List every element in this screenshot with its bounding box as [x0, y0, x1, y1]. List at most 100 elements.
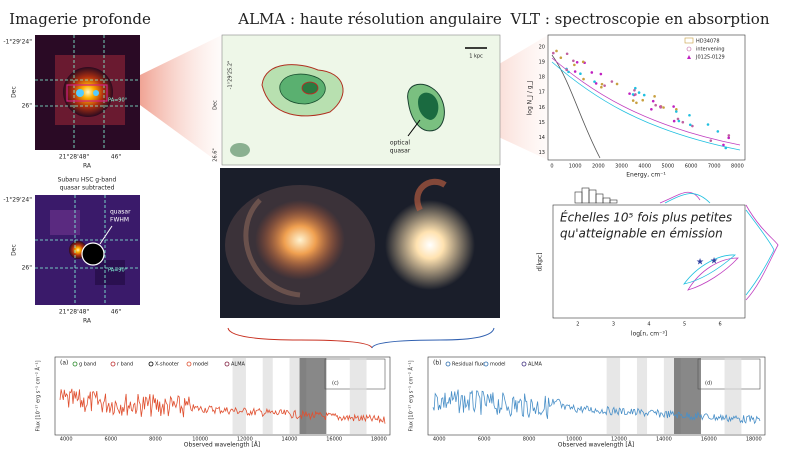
annotation: optical [390, 140, 410, 147]
x-tick-label: 8000 [731, 164, 744, 170]
decor-point [688, 113, 691, 117]
x-tick-label: 10000 [192, 437, 208, 443]
y-tick-label: 13 [539, 150, 545, 156]
x-tick-label: 10000 [566, 437, 582, 443]
title-center: ALMA : haute résolution angulaire [237, 10, 502, 28]
decor-point [674, 110, 678, 113]
annotation: qu'atteignable en émission [560, 227, 723, 241]
legend-marker [72, 361, 78, 367]
x-tick-label: 5000 [662, 164, 675, 170]
decor-point [675, 108, 678, 111]
x-tick-label: 6 [719, 322, 722, 328]
decor-point [634, 93, 637, 96]
decor-point [659, 106, 662, 109]
density-plot: Échelles 10⁵ fois plus petites qu'atteig… [537, 187, 779, 338]
decor-point [600, 85, 603, 89]
tick-label: -1°29'24" [3, 39, 32, 46]
x-tick-label: 12000 [237, 437, 253, 443]
telluric-band [262, 358, 273, 434]
decor-point [631, 99, 635, 102]
marker: ★ [710, 257, 718, 267]
x-tick-label: 0 [550, 164, 553, 170]
decor-point [575, 60, 579, 64]
legend-label: r band [117, 362, 133, 368]
scale-label: 1 kpc [469, 54, 483, 60]
x-tick-label: 16000 [701, 437, 717, 443]
x-label: Observed wavelength [Å] [184, 442, 260, 449]
annotation: quasar [390, 148, 411, 155]
decor-point [641, 98, 645, 102]
pa-label: PA=90° [108, 268, 128, 274]
y-label: Flux [10⁻¹⁷ erg s⁻¹ cm⁻² Å⁻¹] [35, 360, 42, 431]
x-tick-label: 4000 [433, 437, 446, 443]
legend-label: Residual flux [452, 362, 484, 368]
decor-point [651, 99, 655, 103]
x-tick-label: 2 [576, 322, 579, 328]
decor-point [637, 91, 641, 94]
spectrum-b: (b) (d) Observed wavelength [Å] Flux [10… [408, 356, 766, 449]
pa-label: PA=90° [108, 98, 128, 104]
x-tick-label: 16000 [326, 437, 342, 443]
legend-marker [110, 361, 116, 367]
x-tick-label: 1000 [569, 164, 582, 170]
annotation: quasar [110, 209, 131, 216]
legend-marker [224, 361, 230, 367]
annotation: Échelles 10⁵ fois plus petites [560, 210, 732, 225]
decor-point [662, 106, 665, 109]
title-right: VLT : spectroscopie en absorption [509, 10, 769, 28]
y-label: Dec [11, 244, 18, 256]
x-tick-label: 14000 [282, 437, 298, 443]
telluric-band [636, 358, 648, 434]
x-tick-label: 6000 [104, 437, 117, 443]
telluric-band [299, 358, 327, 434]
x-tick-label: 14000 [656, 437, 672, 443]
inset-label: (d) [705, 381, 712, 387]
bracket-blue [371, 327, 495, 349]
legend-label: X-shooter [155, 362, 180, 368]
legend-label: intervening [696, 47, 725, 53]
y-tick-label: 20 [539, 45, 545, 51]
decor-point [724, 146, 728, 150]
decor-point [572, 59, 575, 63]
legend-marker [148, 361, 154, 367]
y-label: Flux [10⁻¹⁷ erg s⁻¹ cm⁻² Å⁻¹] [408, 360, 415, 431]
decor-point [635, 101, 638, 105]
y-tick-label: 15 [539, 120, 545, 126]
tick-label: 21°28'48" [59, 154, 90, 161]
telluric-band [674, 358, 701, 434]
tick-label: 21°28'48" [59, 309, 90, 316]
x-tick-label: 8000 [523, 437, 536, 443]
decor-point [681, 120, 685, 124]
decor-point [691, 124, 694, 128]
bracket-red [227, 327, 373, 349]
decor-point [628, 92, 631, 95]
tick-label: 26.6" [213, 148, 219, 161]
decor-point [582, 77, 585, 81]
title-left: Imagerie profonde [9, 10, 151, 28]
decor-point [615, 82, 619, 86]
legend-label: model [490, 362, 506, 368]
x-tick-label: 3 [612, 322, 615, 328]
decor-point [676, 117, 680, 121]
decor-point [677, 119, 681, 123]
deep-image: PA=90° -1°29'24" 26" 21°28'48" 46" RA De… [3, 35, 140, 170]
x-tick-label: 18000 [746, 437, 762, 443]
x-label: RA [83, 163, 92, 170]
decor-point [573, 63, 576, 67]
decor-point [688, 123, 692, 127]
decor-point [573, 70, 577, 73]
decor-point [610, 80, 614, 83]
x-tick-label: 18000 [371, 437, 387, 443]
legend-label: J0125-0129 [695, 55, 725, 61]
decor-point [593, 80, 596, 83]
x-tick-label: 4000 [60, 437, 73, 443]
x-tick-label: 6000 [685, 164, 698, 170]
decor-point [599, 72, 603, 76]
decor-point [603, 84, 606, 87]
legend-marker [521, 361, 527, 367]
decor-point [590, 71, 594, 74]
tick-label: 26" [22, 103, 33, 110]
alma-map: 1 kpc optical quasar -1°29'25.2" 26.6" D… [213, 34, 501, 166]
telluric-band [349, 358, 367, 434]
decor-point [594, 82, 598, 85]
